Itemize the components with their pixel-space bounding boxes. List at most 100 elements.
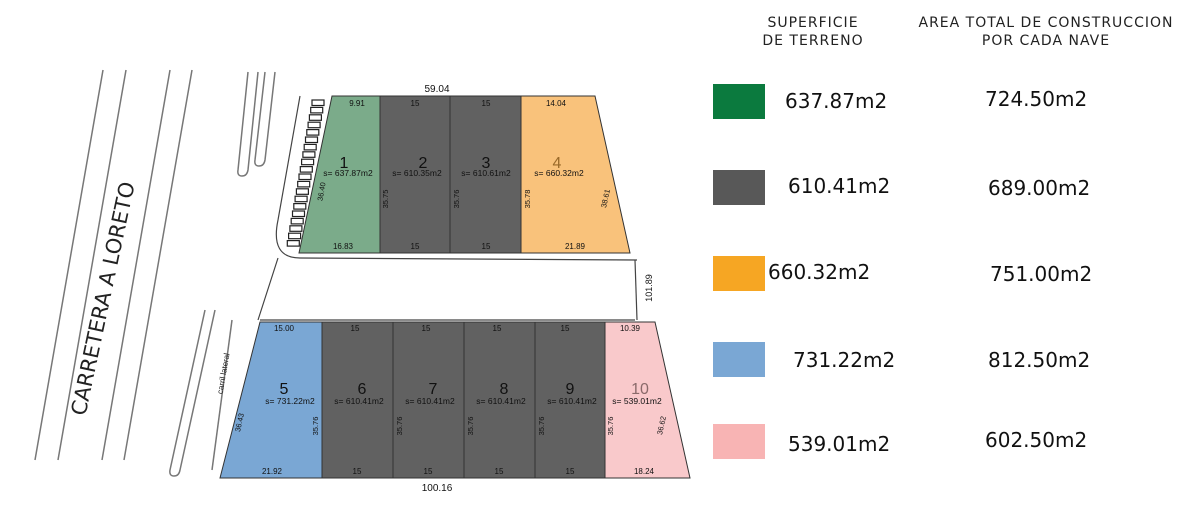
legend-header-construction-line2: POR CADA NAVE [981,33,1111,49]
lot-top-dim: 15.00 [274,324,295,333]
lot-top-dim: 15 [411,99,420,108]
lot-number: 4 [553,155,562,172]
legend-surface-value: 731.22m2 [793,348,896,372]
legend-surface-value: 637.87m2 [785,89,888,113]
top-total-dim: 59.04 [424,84,449,95]
parking-stall [293,203,307,210]
legend-swatch [713,424,765,459]
lot-top-dim: 9.91 [349,99,365,108]
lot-side-dim: 35.76 [466,417,475,436]
lot-number: 1 [340,155,349,172]
lot-area: s= 610.41m2 [547,396,597,406]
legend-header-surface: SUPERFICIE DE TERRENO [738,14,888,50]
lot-area: s= 610.41m2 [334,396,384,406]
lot-area: s= 731.22m2 [265,396,315,406]
lot-top-dim: 14.04 [546,99,567,108]
lot-side-dim: 35.78 [523,190,532,209]
lot-number: 8 [500,381,509,398]
lot-area: s= 660.32m2 [534,168,584,178]
lot-bottom-dim: 21.92 [262,467,283,476]
parking-stall [301,158,315,166]
legend-construction-value: 812.50m2 [988,348,1091,372]
parking-stall [308,114,322,121]
lot-side-dim: 35.76 [452,190,461,209]
legend-swatch [713,84,765,119]
lot-bottom-dim: 15 [424,467,433,476]
parking-stall [302,151,316,158]
lot-bottom-dim: 16.83 [333,242,354,251]
right-side-dim: 101.89 [644,274,654,302]
parking-stall [295,188,309,195]
parking-stall [311,99,325,107]
lot-area: s= 637.87m2 [323,168,373,178]
lot-side-dim: 35.76 [395,417,404,436]
parking-stall [288,232,302,240]
site-plan: 1 2 3 4 5 6 7 8 9 10 s= 637.87m2 s= 610.… [34,69,691,494]
lot-top-dim: 10.39 [620,324,641,333]
lot-area: s= 539.01m2 [612,396,662,406]
parking-stall [286,240,300,247]
lateral-lane-lines [169,71,276,477]
lot-side-dim: 35.76 [311,417,320,436]
parking-stall [298,173,312,181]
lot-area: s= 610.41m2 [405,396,455,406]
lot-area: s= 610.35m2 [392,168,442,178]
lot-number: 9 [566,381,575,398]
legend-swatch [713,342,765,377]
parking-stall [304,136,319,144]
lot-top-dim: 15 [422,324,431,333]
parking-stall [307,121,321,129]
lot-side-dim: 36.43 [233,412,246,432]
lot-bottom-dim: 21.89 [565,242,586,251]
parking-stall [306,129,320,136]
lot-number: 3 [482,155,491,172]
lateral-lane-label: carril lateral [216,352,232,394]
lot-top-dim: 15 [561,324,570,333]
lot-side-dim: 35.76 [537,417,546,436]
parking-stall [297,180,311,188]
lot-bottom-dim: 15 [495,467,504,476]
lot-side-dim: 35.75 [381,190,390,209]
lot-number: 6 [358,381,367,398]
highway-lines [34,69,193,461]
parking-stall [299,166,313,173]
lot-top-dim: 15 [493,324,502,333]
parking-stall [290,217,304,225]
parking-stall [310,106,324,114]
parking-stalls [286,99,325,247]
lot-area: s= 610.61m2 [461,168,511,178]
legend-header-construction: AREA TOTAL DE CONSTRUCCION POR CADA NAVE [900,14,1192,50]
legend-surface-value: 539.01m2 [788,432,891,456]
legend-swatch [713,256,765,291]
lot-top-dim: 15 [351,324,360,333]
lot-bottom-dim: 15 [353,467,362,476]
lot-bottom-dim: 18.24 [634,467,655,476]
legend-surface-value: 610.41m2 [788,174,891,198]
lot-side-dim: 36.40 [315,182,327,202]
lot-number: 10 [631,381,649,398]
legend-construction-value: 689.00m2 [988,176,1091,200]
lot-10[interactable] [604,321,691,479]
legend-header-surface-line1: SUPERFICIE [767,15,859,31]
bottom-total-dim: 100.16 [422,483,453,494]
legend-swatch [713,170,765,205]
parking-stall [291,210,306,218]
parking-stall [289,225,303,232]
legend-surface-value: 660.32m2 [768,260,871,284]
lot-number: 7 [429,381,438,398]
lot-4[interactable] [520,95,631,254]
parking-stall [294,195,308,203]
lot-side-dim: 35.76 [606,417,615,436]
lot-side-dim: 38.61 [599,188,612,208]
legend-construction-value: 602.50m2 [985,428,1088,452]
block-outlines [257,95,638,321]
lot-bottom-dim: 15 [482,242,491,251]
legend-header-surface-line2: DE TERRENO [762,33,864,49]
legend-construction-value: 724.50m2 [985,87,1088,111]
lot-area: s= 610.41m2 [476,396,526,406]
lot-bottom-dim: 15 [566,467,575,476]
lot-side-dim: 36.62 [655,415,668,435]
lot-top-dim: 15 [482,99,491,108]
legend-header-construction-line1: AREA TOTAL DE CONSTRUCCION [918,15,1174,31]
lot-bottom-dim: 15 [411,242,420,251]
